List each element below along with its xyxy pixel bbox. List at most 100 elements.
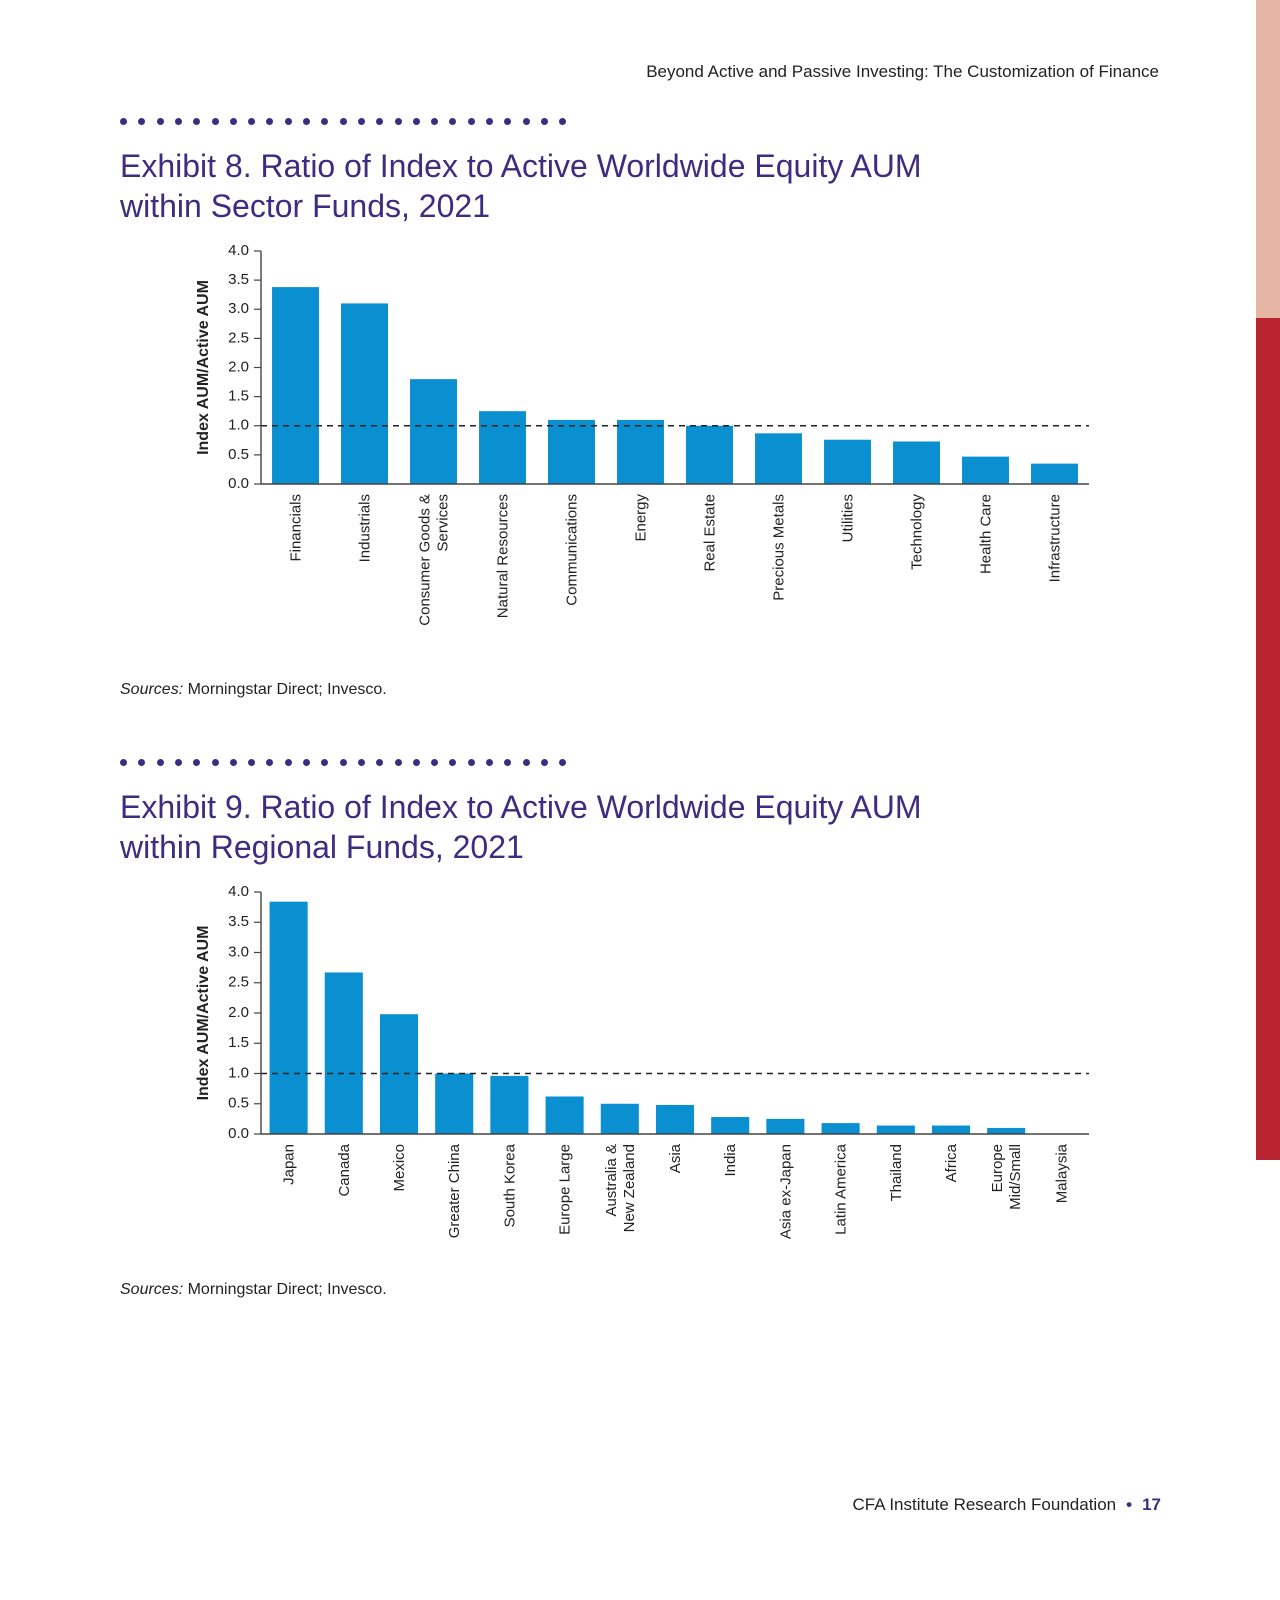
- x-tick-label-line: Japan: [281, 1144, 298, 1185]
- x-tick-label: Europe Large: [557, 1144, 574, 1235]
- y-tick-label: 2.5: [228, 974, 249, 991]
- x-tick-label: EuropeMid/Small: [989, 1144, 1024, 1210]
- divider-dot: [357, 759, 365, 766]
- footer-org: CFA Institute Research Foundation: [852, 1495, 1117, 1514]
- divider-dot: [303, 759, 310, 766]
- divider-dot: [120, 759, 127, 766]
- divider-dot: [339, 118, 347, 125]
- x-tick-label: Health Care: [978, 494, 995, 574]
- divider-dot: [138, 118, 146, 125]
- divider-dot: [540, 759, 548, 766]
- bar: [545, 1096, 584, 1134]
- divider-dot: [449, 118, 457, 125]
- divider-dot: [394, 759, 402, 766]
- x-tick-label-line: Australia &: [603, 1144, 620, 1217]
- divider-dot: [284, 759, 292, 766]
- bar: [490, 1075, 529, 1134]
- x-tick-label-line: Precious Metals: [771, 494, 788, 601]
- divider-dot: [449, 759, 457, 766]
- x-tick-label-line: Canada: [336, 1143, 353, 1196]
- bar: [272, 287, 319, 484]
- divider-dot: [156, 759, 164, 766]
- divider-dot: [357, 118, 365, 125]
- x-tick-label-line: Financials: [288, 494, 305, 562]
- divider-dot: [193, 759, 201, 766]
- x-tick-label: India: [722, 1143, 739, 1176]
- bar: [479, 411, 526, 484]
- x-tick-label-line: Asia ex-Japan: [777, 1144, 794, 1239]
- x-tick-label: Financials: [288, 494, 305, 562]
- divider-dot: [504, 118, 512, 125]
- exhibit-8-title-line1: Exhibit 8. Ratio of Index to Active Worl…: [120, 148, 922, 184]
- page-number: 17: [1142, 1495, 1161, 1514]
- bar: [548, 419, 595, 484]
- y-tick-label: 3.0: [228, 300, 249, 317]
- x-tick-label: Greater China: [446, 1143, 463, 1238]
- y-tick-label: 0.0: [228, 475, 249, 492]
- bar: [324, 972, 363, 1134]
- sources-label: Sources:: [120, 681, 184, 698]
- divider-dot: [156, 118, 164, 125]
- bar: [987, 1127, 1026, 1134]
- bar: [269, 901, 308, 1134]
- divider-dot: [412, 759, 420, 766]
- x-tick-label-line: Industrials: [357, 494, 374, 562]
- divider-dot: [486, 759, 493, 766]
- divider-dot: [339, 759, 347, 766]
- divider-dot: [376, 118, 384, 125]
- exhibit-8-sources: Sources: Morningstar Direct; Invesco.: [120, 681, 387, 699]
- y-axis-label: Index AUM/Active AUM: [195, 280, 212, 455]
- divider-dot: [431, 759, 439, 766]
- edge-tab-light: [1256, 0, 1280, 318]
- divider-dot: [467, 759, 475, 766]
- bar: [341, 303, 388, 484]
- x-tick-label: Africa: [943, 1143, 960, 1182]
- bar: [617, 419, 664, 484]
- x-tick-label-line: Energy: [633, 494, 650, 542]
- bar: [410, 379, 457, 484]
- x-tick-label: Japan: [281, 1144, 298, 1185]
- x-tick-label-line: Asia: [667, 1143, 684, 1173]
- y-tick-label: 2.0: [228, 358, 249, 375]
- x-tick-label: Precious Metals: [771, 494, 788, 601]
- x-tick-label-line: Mexico: [391, 1144, 408, 1192]
- divider-dot: [486, 118, 493, 125]
- divider-dot: [174, 118, 182, 125]
- divider-dot: [266, 118, 274, 125]
- bar: [755, 433, 802, 484]
- x-tick-label-line: Communications: [564, 494, 581, 606]
- exhibit-9-title-line1: Exhibit 9. Ratio of Index to Active Worl…: [120, 789, 922, 825]
- divider-dot: [229, 118, 237, 125]
- y-tick-label: 0.0: [228, 1125, 249, 1142]
- bar: [893, 441, 940, 484]
- y-tick-label: 1.5: [228, 388, 249, 405]
- x-tick-label-line: South Korea: [501, 1143, 518, 1227]
- x-tick-label: Consumer Goods &Services: [417, 494, 452, 626]
- divider-dot: [394, 118, 402, 125]
- x-tick-label-line: Technology: [909, 494, 926, 570]
- x-tick-label-line: Mid/Small: [1007, 1144, 1024, 1210]
- x-tick-label: Asia: [667, 1143, 684, 1173]
- y-tick-label: 2.0: [228, 1004, 249, 1021]
- x-tick-label: Asia ex-Japan: [777, 1144, 794, 1239]
- x-tick-label-line: Natural Resources: [495, 494, 512, 618]
- sources-label: Sources:: [120, 1281, 184, 1298]
- bar: [931, 1125, 971, 1134]
- x-tick-label-line: Africa: [943, 1143, 960, 1182]
- y-tick-label: 3.5: [228, 271, 249, 288]
- footer-separator: •: [1126, 1495, 1133, 1514]
- divider-dot: [559, 118, 567, 125]
- x-tick-label-line: Services: [435, 494, 452, 552]
- divider-dot: [522, 118, 530, 125]
- x-tick-label-line: Real Estate: [702, 494, 719, 572]
- y-tick-label: 4.0: [228, 883, 249, 900]
- bar: [876, 1125, 915, 1134]
- x-tick-label: Technology: [909, 494, 926, 570]
- divider-dot: [248, 759, 256, 766]
- exhibit-9-sources: Sources: Morningstar Direct; Invesco.: [120, 1281, 387, 1299]
- divider-dot: [522, 759, 530, 766]
- x-tick-label-line: Europe: [989, 1144, 1006, 1192]
- edge-tab-dark: [1256, 318, 1280, 1160]
- divider-dot: [120, 118, 127, 125]
- divider-dot: [266, 759, 274, 766]
